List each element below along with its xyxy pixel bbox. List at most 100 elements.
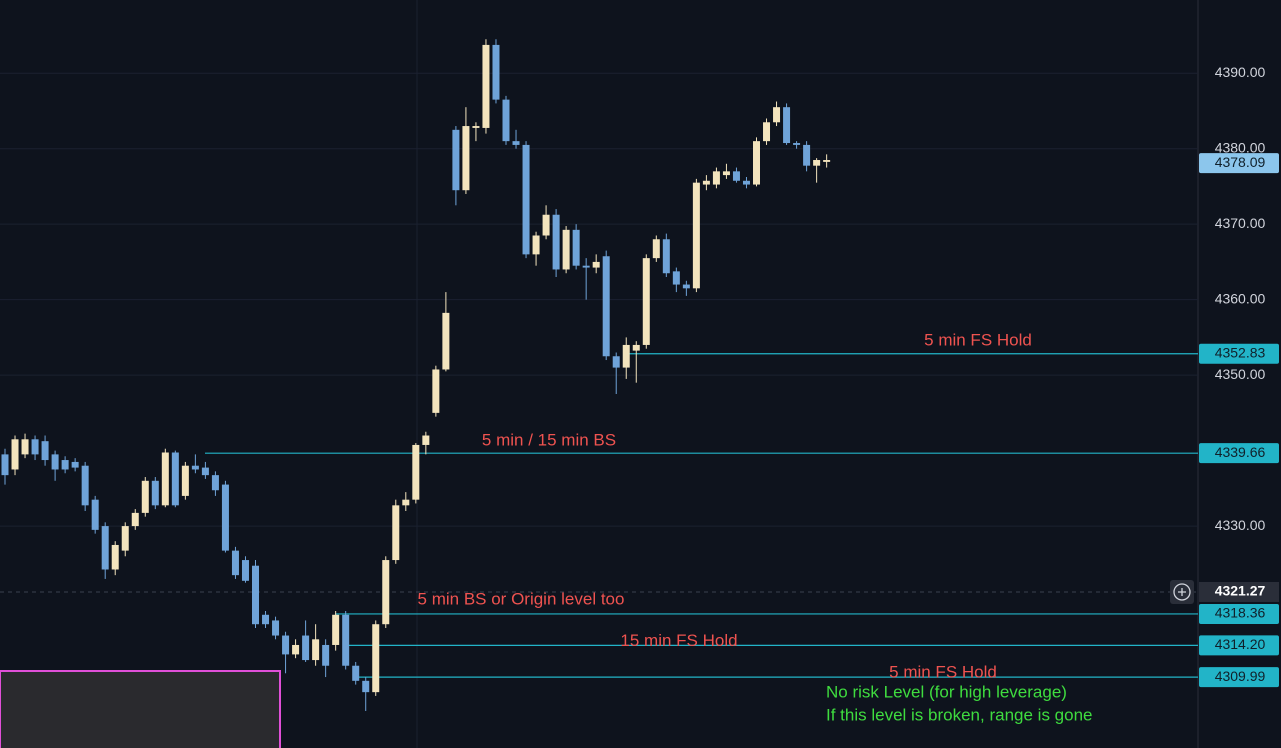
candle-body <box>552 214 560 270</box>
price-axis: 4330.00 4350.00 4360.00 4370.00 4380.00 4390.… <box>1170 64 1279 688</box>
levels <box>0 353 1198 678</box>
candle-body <box>141 480 149 513</box>
candle-body <box>372 624 380 693</box>
candle-body <box>171 452 179 506</box>
candle-body <box>642 258 650 345</box>
y-tick-label: 4390.00 <box>1215 64 1266 80</box>
candle-body <box>612 356 620 368</box>
candle-body <box>432 369 440 413</box>
candle-body <box>262 614 270 625</box>
candle-body <box>742 180 750 185</box>
candle-body <box>272 620 280 636</box>
candle-body <box>813 160 821 166</box>
candle-body <box>682 284 690 289</box>
candle-body <box>121 526 129 551</box>
candle-body <box>382 560 390 625</box>
candle-body <box>51 454 59 470</box>
grid <box>0 72 1198 527</box>
level-note: 5 min BS or Origin level too <box>418 589 625 608</box>
level-tag <box>1199 603 1279 624</box>
candle-body <box>252 565 259 625</box>
candle-body <box>472 126 480 128</box>
candle-body <box>31 439 39 455</box>
candle-body <box>131 512 139 527</box>
candle-body <box>823 160 831 162</box>
candle-body <box>542 214 550 236</box>
candle-body <box>241 560 249 581</box>
candle-body <box>512 141 520 145</box>
y-tick-label: 4350.00 <box>1215 366 1266 382</box>
candle-body <box>302 635 310 661</box>
level-tag-label: 4339.66 <box>1215 444 1266 460</box>
candle-body <box>352 665 360 681</box>
level-tag <box>1199 343 1279 364</box>
candle-body <box>151 480 159 506</box>
candle-body <box>1 454 9 476</box>
candles <box>1 39 831 712</box>
candle-body <box>753 141 760 185</box>
candle-body <box>292 644 300 655</box>
candle-body <box>422 435 430 445</box>
y-tick-label: 4380.00 <box>1215 139 1266 155</box>
level-note: 5 min / 15 min BS <box>482 431 616 450</box>
candle-body <box>662 239 670 274</box>
candle-body <box>492 44 500 100</box>
candle-body <box>161 452 169 506</box>
candle-body <box>732 171 740 181</box>
candle-body <box>482 44 490 128</box>
last-price-tag <box>1199 153 1279 174</box>
candle-body <box>11 439 19 470</box>
candle-body <box>632 344 640 351</box>
candle-body <box>21 439 29 455</box>
level-tag-label: 4309.99 <box>1215 668 1266 684</box>
comment: If this level is broken, range is gone <box>826 705 1092 724</box>
candle-body <box>522 144 530 255</box>
candle-body <box>221 484 229 551</box>
candle-body <box>442 312 450 370</box>
y-tick-label: 4370.00 <box>1215 215 1266 231</box>
crosshair-tag-label: 4321.27 <box>1215 583 1266 599</box>
candle-body <box>91 499 99 530</box>
candle-body <box>622 344 630 368</box>
crosshair-tag <box>1199 581 1279 602</box>
candle-body <box>322 644 330 666</box>
candle-body <box>572 229 580 266</box>
candle-body <box>462 126 470 191</box>
candle-body <box>692 182 700 289</box>
button-icon-plus <box>1178 587 1186 596</box>
candle-body <box>71 461 79 468</box>
candle-body <box>191 465 199 470</box>
button-icon <box>1173 583 1191 601</box>
level-tag-label: 4352.83 <box>1215 344 1266 360</box>
level-tag <box>1199 667 1279 688</box>
candle-body <box>773 107 781 123</box>
level-tag <box>1199 443 1279 464</box>
notes: 5 min FS Hold 5 min / 15 min BS 5 min BS o… <box>418 330 1093 724</box>
candle-body <box>592 261 600 268</box>
candle-body <box>652 239 660 259</box>
candle-body <box>502 99 510 142</box>
candle-body <box>111 544 119 570</box>
add-alert-button[interactable] <box>1170 579 1194 604</box>
candle-body <box>793 143 801 145</box>
candle-body <box>41 441 49 461</box>
candle-body <box>722 171 730 176</box>
candle-body <box>231 550 239 576</box>
candle-body <box>211 475 219 491</box>
candle-body <box>342 614 350 666</box>
candle-body <box>672 271 680 285</box>
candle-body <box>532 235 540 255</box>
candle-body <box>332 614 340 645</box>
level-note: 5 min FS Hold <box>889 663 997 682</box>
candle-body <box>201 467 209 476</box>
candle-body <box>783 107 791 144</box>
comment: No risk Level (for high leverage) <box>826 682 1067 701</box>
candle-body <box>702 180 710 185</box>
candle-body <box>582 265 590 268</box>
level-note: 15 min FS Hold <box>620 631 737 650</box>
candle-body <box>803 144 811 166</box>
candle-body <box>602 256 610 357</box>
